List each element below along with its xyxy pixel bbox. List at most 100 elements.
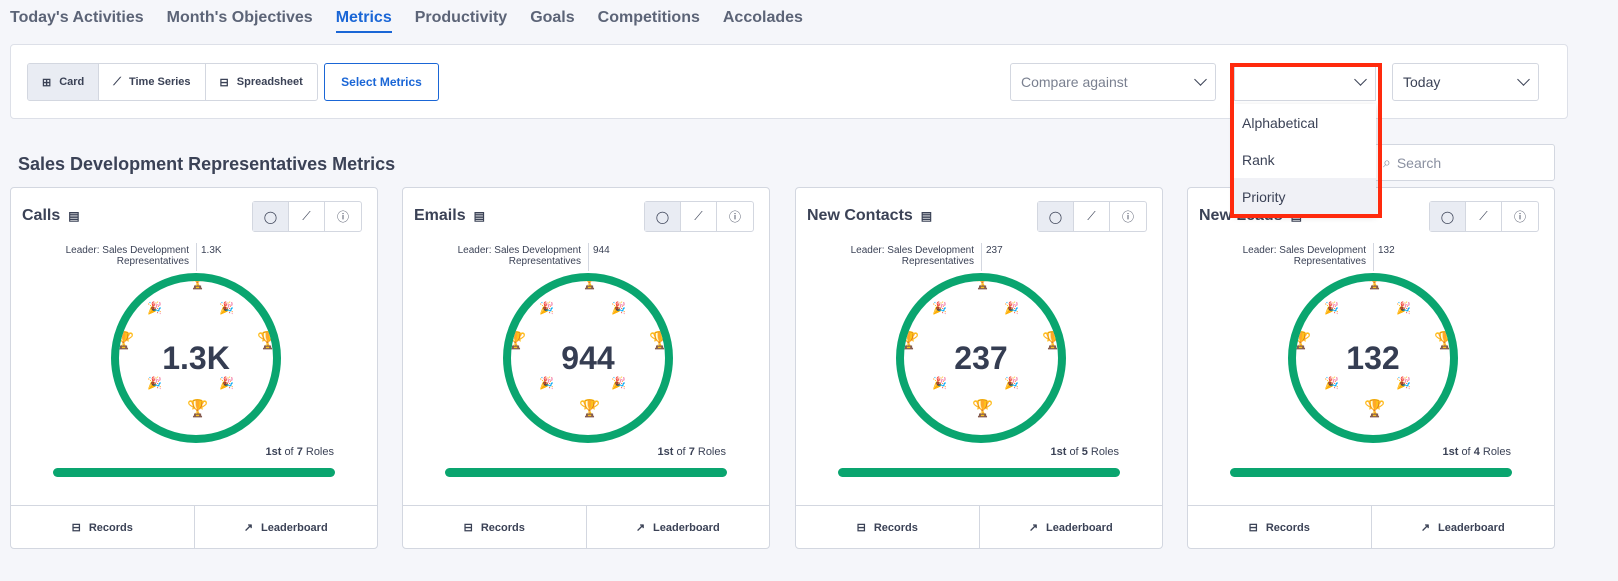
tab-competitions[interactable]: Competitions [597,9,700,26]
line-chart-icon[interactable]: ⟋ [681,202,717,231]
metric-value: 1.3K [162,339,230,376]
records-button[interactable]: ⊟ Records [11,506,195,549]
external-link-icon: ↗ [635,522,646,534]
party-popper-icon: 🎉 [147,376,162,390]
trophy-icon: 🏆 [505,331,527,350]
trophy-icon: 🏆 [1042,331,1064,350]
progress-ring: 🏆 🎉 🎉 🏆 🏆 🎉 🎉 🏆 132 [1288,273,1458,443]
records-button[interactable]: ⊟ Records [1188,506,1372,549]
rank-progress-bar [838,468,1120,477]
trophy-icon: 🏆 [1290,331,1312,350]
tab-productivity[interactable]: Productivity [414,9,508,26]
leaderboard-button[interactable]: ↗ Leaderboard [980,506,1163,549]
metric-name: Emails [414,207,466,224]
party-popper-icon: 🎉 [219,301,234,315]
party-popper-icon: 🎉 [611,376,626,390]
info-icon[interactable]: ⓘ [336,210,349,224]
rank-progress-bar [53,468,335,477]
rank-of: of [284,446,294,458]
line-chart-icon[interactable]: ⟋ [289,202,325,231]
select-metrics-button[interactable]: Select Metrics [324,63,439,101]
search-placeholder: Search [1396,154,1442,171]
ring-view-icon[interactable]: ◯ [1430,202,1466,231]
metric-value: 237 [954,339,1008,376]
trophy-icon: 🏆 [898,331,920,350]
leaderboard-button[interactable]: ↗ Leaderboard [587,506,770,549]
external-link-icon: ↗ [243,522,254,534]
leaderboard-label: Leaderboard [261,521,328,534]
view-spreadsheet-button[interactable]: ⊟ Spreadsheet [206,64,317,100]
leaderboard-label: Leaderboard [1046,521,1113,534]
view-time-series-label: Time Series [128,76,191,88]
view-time-series-button[interactable]: ⟋ Time Series [99,64,206,100]
party-popper-icon: 🎉 [932,301,947,315]
records-button[interactable]: ⊟ Records [796,506,980,549]
sort-option-rank[interactable]: Rank [1242,151,1275,168]
leader-value: 944 [593,245,610,256]
leaderboard-button[interactable]: ↗ Leaderboard [195,506,378,549]
info-icon[interactable]: ⓘ [728,210,741,224]
records-label: Records [480,521,525,534]
sort-option-alphabetical[interactable]: Alphabetical [1242,114,1319,131]
section-title: Sales Development Representatives Metric… [18,154,396,174]
compare-placeholder: Compare against [1021,74,1128,90]
party-popper-icon: 🎉 [147,301,162,315]
ring-view-icon[interactable]: ◯ [253,202,289,231]
progress-ring: 🏆 🎉 🎉 🏆 🏆 🎉 🎉 🏆 1.3K [111,273,281,443]
chevron-down-icon [1354,73,1367,86]
tab-todays-activities[interactable]: Today's Activities [10,9,144,26]
tab-months-objectives[interactable]: Month's Objectives [166,9,313,26]
metric-card: New Leads ▤ ◯ ⟋ ⓘ Leader: Sales Development… [1187,187,1555,549]
compare-against-dropdown[interactable]: Compare against [1010,63,1216,101]
info-icon[interactable]: ⓘ [1513,210,1526,224]
tab-accolades[interactable]: Accolades [722,9,803,26]
rank-total: 4 [1473,446,1480,458]
view-spreadsheet-label: Spreadsheet [236,76,303,88]
leader-value: 237 [986,245,1003,256]
rank-total: 7 [296,446,303,458]
search-input[interactable]: ⌕ Search [1370,144,1555,181]
view-card-label: Card [59,76,85,88]
table-icon: ⊟ [219,76,229,89]
tab-metrics[interactable]: Metrics [335,9,392,33]
sort-dropdown[interactable] [1234,63,1376,101]
notes-icon[interactable]: ▤ [68,209,80,223]
tab-goals[interactable]: Goals [530,9,575,26]
notes-icon[interactable]: ▤ [920,209,933,223]
leader-divider [1373,243,1374,271]
rank-roles: Roles [305,446,334,458]
rank-position: 1st [1050,446,1067,458]
trophy-icon: 🏆 [649,331,671,350]
leaderboard-button[interactable]: ↗ Leaderboard [1372,506,1555,549]
trophy-icon: 🏆 [187,399,209,418]
rank-text: 1st of 7 Roles [657,446,726,458]
card-footer: ⊟ Records ↗ Leaderboard [11,505,377,549]
tab-bar: Today's Activities Month's Objectives Me… [10,9,803,33]
info-icon[interactable]: ⓘ [1121,210,1134,224]
rank-of: of [1069,446,1079,458]
search-icon: ⌕ [1383,154,1391,170]
trophy-icon: 🏆 [257,331,279,350]
view-card-button[interactable]: ⊞ Card [28,64,100,100]
rank-total: 5 [1081,446,1088,458]
leader-label: Leader: Sales Development Representative… [65,245,189,267]
ring-view-icon[interactable]: ◯ [645,202,681,231]
records-button[interactable]: ⊟ Records [403,506,587,549]
line-chart-icon[interactable]: ⟋ [1466,202,1502,231]
trophy-icon: 🏆 [1364,273,1386,290]
leaderboard-label: Leaderboard [1438,521,1505,534]
leader-label: Leader: Sales Development Representative… [1242,245,1366,267]
rank-of: of [1461,446,1471,458]
notes-icon[interactable]: ▤ [473,209,485,223]
ring-view-icon[interactable]: ◯ [1038,202,1074,231]
sort-menu: Alphabetical Rank Priority [1234,104,1376,215]
sort-option-priority[interactable]: Priority [1234,178,1376,215]
rank-text: 1st of 7 Roles [265,446,334,458]
period-dropdown[interactable]: Today [1392,63,1539,101]
line-chart-icon[interactable]: ⟋ [1074,202,1110,231]
chevron-down-icon [1517,73,1530,86]
view-toggle: ⊞ Card ⟋ Time Series ⊟ Spreadsheet [27,63,318,101]
leader-label: Leader: Sales Development Representative… [850,245,974,267]
leader-divider [196,243,197,271]
card-footer: ⊟ Records ↗ Leaderboard [403,505,769,549]
